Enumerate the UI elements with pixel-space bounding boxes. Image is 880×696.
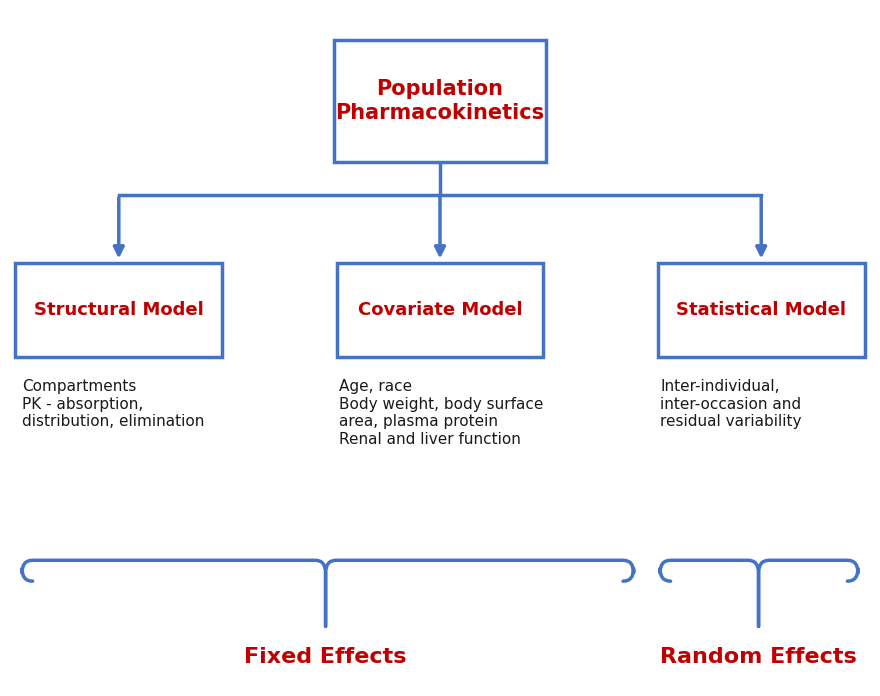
FancyBboxPatch shape [658, 262, 865, 356]
Text: Inter-individual,
inter-occasion and
residual variability: Inter-individual, inter-occasion and res… [660, 379, 802, 429]
Text: Age, race
Body weight, body surface
area, plasma protein
Renal and liver functio: Age, race Body weight, body surface area… [339, 379, 543, 447]
Text: Population
Pharmacokinetics: Population Pharmacokinetics [335, 79, 545, 122]
FancyBboxPatch shape [334, 40, 546, 162]
Text: Statistical Model: Statistical Model [676, 301, 847, 319]
Text: Fixed Effects: Fixed Effects [245, 647, 407, 667]
FancyBboxPatch shape [16, 262, 222, 356]
FancyBboxPatch shape [336, 262, 543, 356]
Text: Compartments
PK - absorption,
distribution, elimination: Compartments PK - absorption, distributi… [22, 379, 204, 429]
Text: Covariate Model: Covariate Model [357, 301, 523, 319]
Text: Random Effects: Random Effects [660, 647, 857, 667]
Text: Structural Model: Structural Model [34, 301, 203, 319]
